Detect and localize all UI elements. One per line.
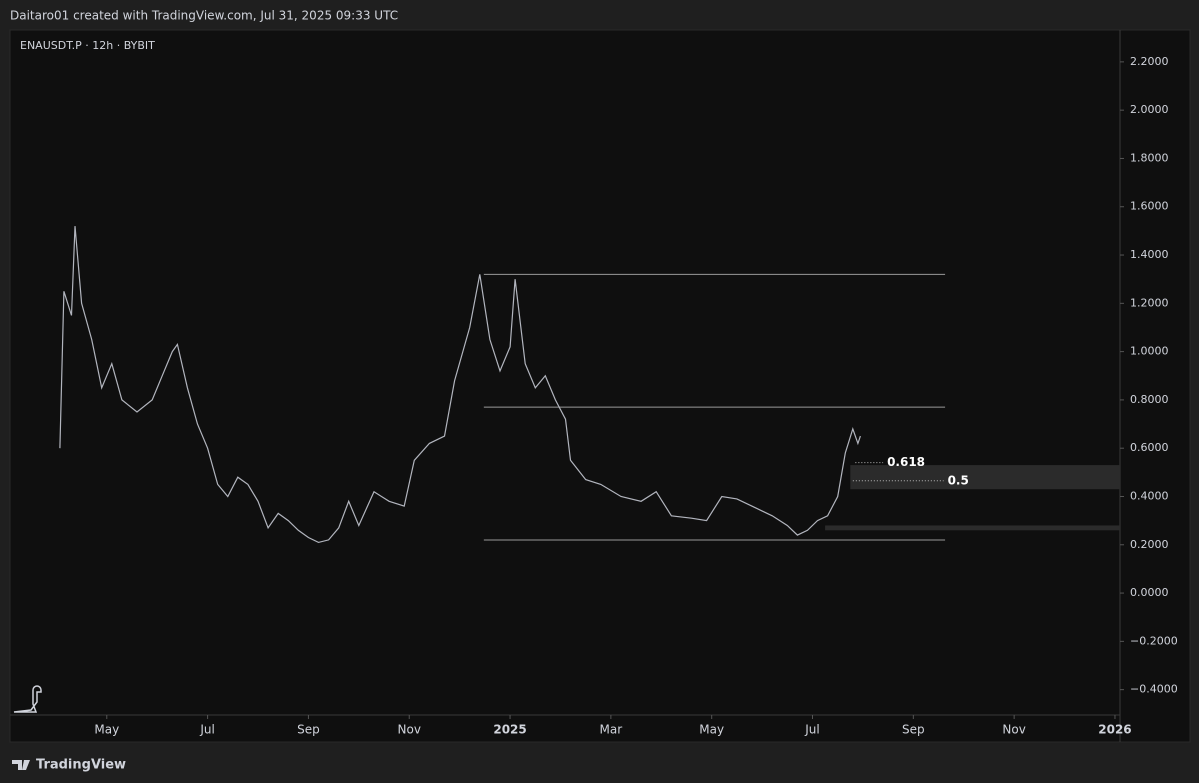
y-tick-label: 1.8000 bbox=[1130, 151, 1169, 164]
y-tick-label: 1.0000 bbox=[1130, 345, 1169, 358]
x-tick-label: May bbox=[699, 723, 724, 737]
y-tick-label: −0.4000 bbox=[1130, 683, 1178, 696]
fib-label: 0.5 bbox=[948, 473, 969, 487]
fib-label: 0.618 bbox=[887, 455, 925, 469]
x-tick-label: Nov bbox=[1002, 723, 1025, 737]
price-line bbox=[59, 226, 861, 544]
y-tick-label: 0.6000 bbox=[1130, 441, 1169, 454]
x-tick-label: Jul bbox=[804, 723, 819, 737]
y-tick-label: 1.4000 bbox=[1130, 248, 1169, 261]
header: Daitaro01 created with TradingView.com, … bbox=[10, 9, 398, 23]
logo-icon bbox=[13, 685, 42, 713]
chart-panel bbox=[9, 29, 1191, 743]
y-tick-label: 2.2000 bbox=[1130, 55, 1169, 68]
y-tick-label: −0.2000 bbox=[1130, 634, 1178, 647]
x-tick-label: 2026 bbox=[1098, 723, 1131, 737]
y-tick-label: 1.2000 bbox=[1130, 296, 1169, 309]
x-tick-label: Mar bbox=[600, 723, 623, 737]
y-tick-label: 1.6000 bbox=[1130, 200, 1169, 213]
zone bbox=[825, 525, 1120, 531]
tv-logo bbox=[12, 760, 30, 770]
y-tick-label: 2.0000 bbox=[1130, 103, 1169, 116]
x-tick-label: 2025 bbox=[493, 723, 526, 737]
x-tick-label: Jul bbox=[199, 723, 214, 737]
x-tick-label: Sep bbox=[902, 723, 925, 737]
y-tick-label: 0.0000 bbox=[1130, 586, 1169, 599]
x-tick-label: Nov bbox=[398, 723, 421, 737]
zone bbox=[850, 465, 1120, 490]
x-tick-label: Sep bbox=[297, 723, 320, 737]
y-tick-label: 0.8000 bbox=[1130, 393, 1169, 406]
symbol-label: ENAUSDT.P · 12h · BYBIT bbox=[20, 39, 155, 52]
y-tick-label: 0.2000 bbox=[1130, 538, 1169, 551]
footer-brand: TradingView bbox=[36, 758, 126, 773]
y-tick-label: 0.4000 bbox=[1130, 489, 1169, 502]
x-tick-label: May bbox=[94, 723, 119, 737]
